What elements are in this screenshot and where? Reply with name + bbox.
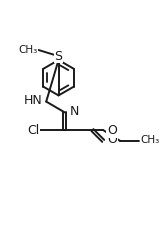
- Text: HN: HN: [24, 94, 42, 107]
- Text: O: O: [107, 124, 117, 137]
- Text: S: S: [55, 50, 63, 63]
- Text: Cl: Cl: [27, 124, 39, 137]
- Text: O: O: [107, 133, 117, 146]
- Text: N: N: [70, 105, 80, 118]
- Text: CH₃: CH₃: [140, 135, 159, 145]
- Text: CH₃: CH₃: [18, 45, 38, 55]
